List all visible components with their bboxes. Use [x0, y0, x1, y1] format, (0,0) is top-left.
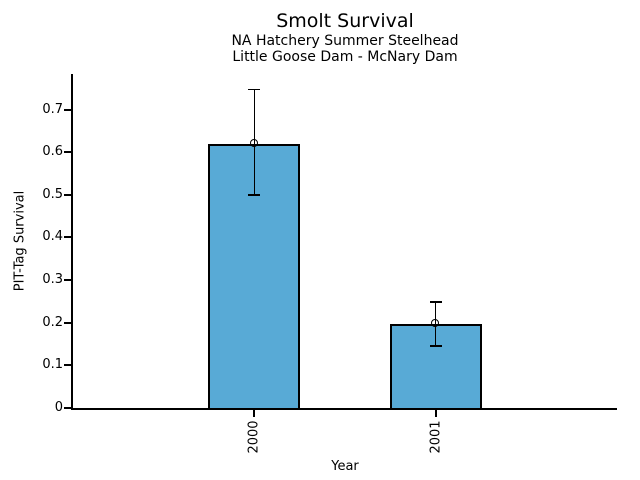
error-bar-cap-top [248, 88, 261, 91]
title-block: Smolt Survival NA Hatchery Summer Steelh… [73, 10, 617, 65]
y-tick [64, 279, 71, 282]
y-tick-label: 0.2 [42, 314, 63, 330]
error-bar-cap-top [429, 301, 442, 303]
y-tick [64, 364, 71, 367]
y-tick [64, 407, 71, 409]
x-tick-label: 2000 [246, 420, 262, 454]
y-tick-label: 0.4 [42, 229, 63, 245]
y-tick [64, 193, 71, 196]
error-bar-cap-bottom [248, 194, 261, 196]
y-tick [64, 108, 71, 111]
x-axis-spine [71, 408, 617, 410]
error-bar-cap-bottom [429, 345, 442, 347]
x-tick [253, 410, 256, 417]
x-tick [434, 410, 437, 417]
y-tick-label: 0.3 [42, 272, 63, 288]
chart-title: Smolt Survival [276, 10, 414, 32]
y-tick-label: 0.1 [42, 357, 63, 373]
y-axis-spine [71, 74, 73, 410]
y-tick [64, 321, 71, 324]
y-tick [64, 236, 71, 239]
point-marker [431, 319, 440, 328]
x-tick-label: 2001 [428, 420, 444, 454]
y-tick-label: 0.7 [42, 101, 63, 117]
y-tick-label: 0 [54, 400, 63, 415]
chart-subtitle-line2: Little Goose Dam - McNary Dam [232, 49, 458, 65]
y-tick-label: 0.6 [42, 144, 63, 160]
x-axis-label: Year [331, 459, 359, 474]
point-marker [249, 139, 258, 148]
chart-subtitle-line1: NA Hatchery Summer Steelhead [231, 33, 459, 49]
y-tick [64, 151, 71, 154]
y-tick-label: 0.5 [42, 186, 63, 202]
